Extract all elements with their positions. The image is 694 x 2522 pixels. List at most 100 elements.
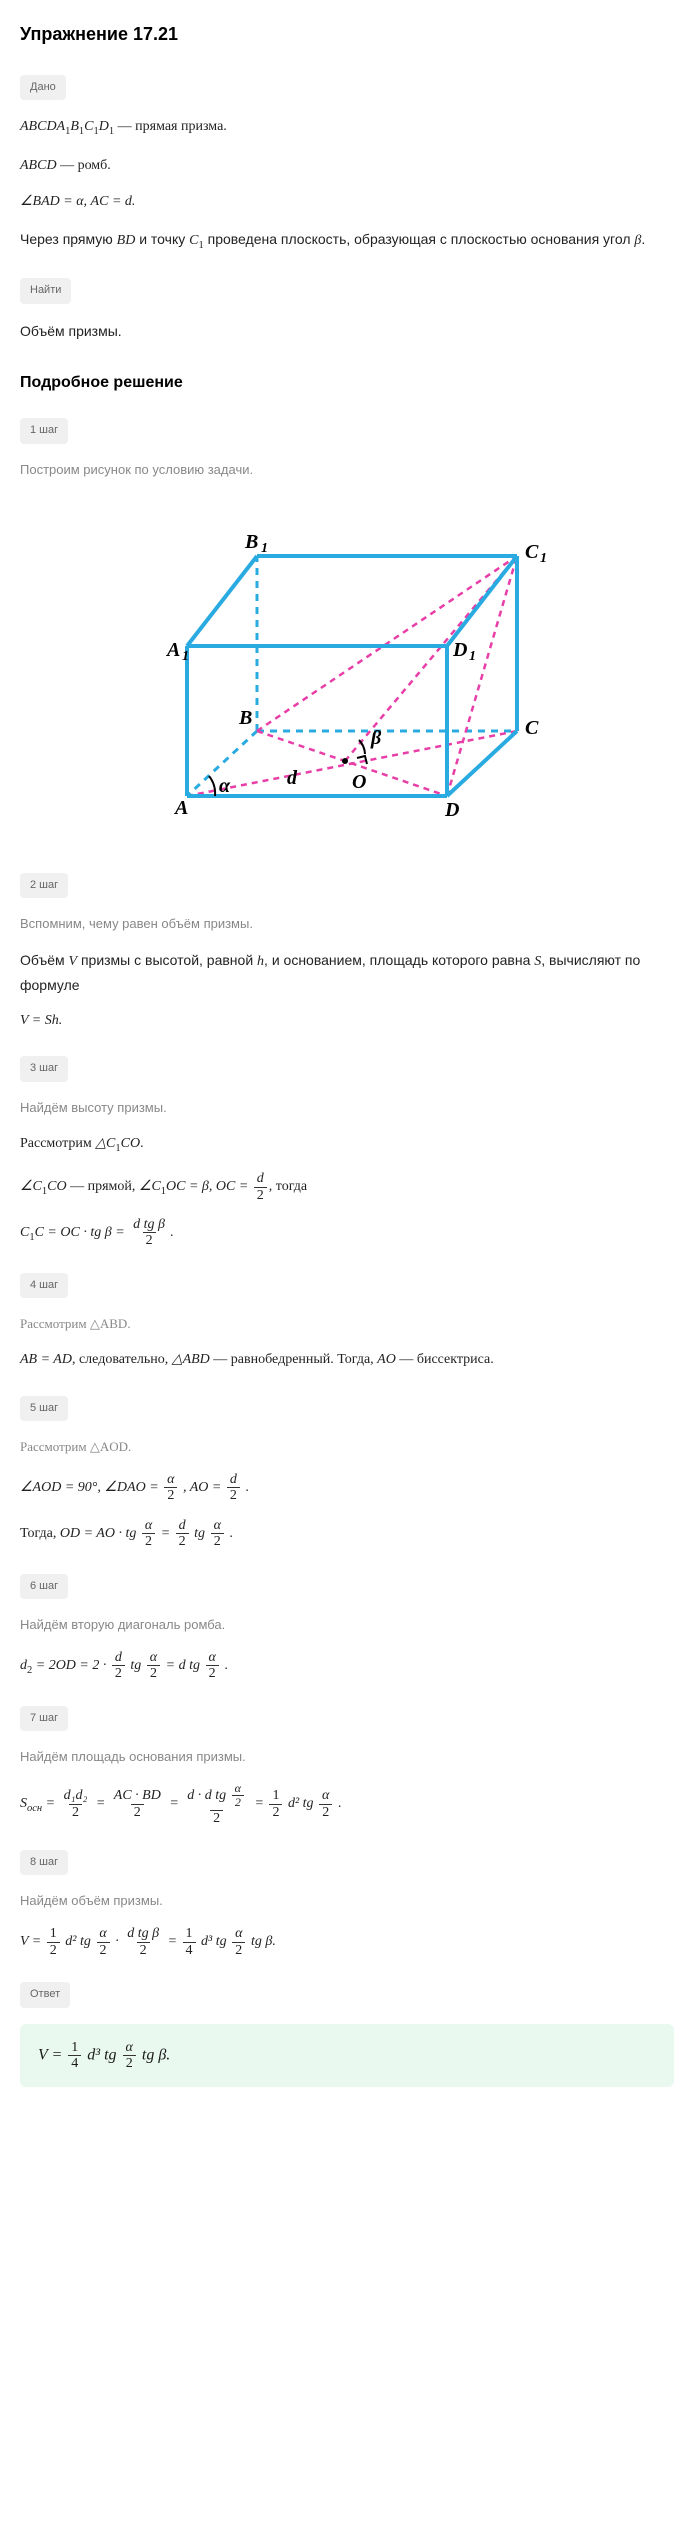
step8-p1: V = 12 d² tg α2 · d tg β2 = 14 d³ tg α2 … <box>20 1926 674 1958</box>
t: α <box>232 1782 244 1795</box>
t: 2 <box>319 1804 332 1820</box>
tag-step1: 1 шаг <box>20 418 68 444</box>
t: V = <box>20 1934 45 1949</box>
t: — биссектриса. <box>396 1352 494 1367</box>
t: — прямой, <box>67 1179 139 1194</box>
tag-step7: 7 шаг <box>20 1706 68 1732</box>
t: 2 <box>232 1795 244 1809</box>
t: 2 <box>47 1942 60 1958</box>
t: 2 <box>269 1804 282 1820</box>
t: = <box>168 1934 181 1949</box>
t: проведена плоскость, образующая с плоско… <box>204 231 635 247</box>
t: = <box>42 1796 58 1811</box>
t: , AO = <box>183 1480 225 1495</box>
t: Рассмотрим <box>20 1136 95 1151</box>
t: , тогда <box>269 1179 307 1194</box>
t: — равнобедренный. Тогда, <box>210 1352 377 1367</box>
t: OD = AO · tg <box>60 1526 140 1541</box>
step7-caption: Найдём площадь основания призмы. <box>20 1747 674 1768</box>
t: 1 <box>68 2040 81 2055</box>
t: V = <box>38 2046 66 2063</box>
find-text: Объём призмы. <box>20 320 674 342</box>
lbl-C1: C <box>525 541 539 563</box>
t: , и основанием, площадь которого равна <box>264 952 534 968</box>
t: 2 <box>112 1665 125 1681</box>
t: tg β. <box>142 2046 170 2063</box>
t: 1 <box>47 1926 60 1941</box>
t: tg <box>194 1526 208 1541</box>
t: OC = β, OC = <box>166 1179 252 1194</box>
t: h <box>257 954 264 969</box>
step4-caption: Рассмотрим △ABD. <box>20 1314 674 1335</box>
t: D <box>99 119 109 134</box>
t: = <box>96 1796 109 1811</box>
t: 2 <box>131 1804 144 1820</box>
t: △ABD <box>172 1352 210 1367</box>
step3-p2: ∠C1CO — прямой, ∠C1OC = β, OC = d2, тогд… <box>20 1171 674 1203</box>
lbl-D: D <box>444 799 459 821</box>
tag-step4: 4 шаг <box>20 1273 68 1299</box>
t: — ромб. <box>57 158 111 173</box>
t: · <box>115 1934 122 1949</box>
tag-step3: 3 шаг <box>20 1056 68 1082</box>
t: 2 <box>69 1804 82 1820</box>
step7-p1: Sосн = d₁d₂2 = AC · BD2 = d · d tg α2 2 … <box>20 1782 674 1826</box>
t: Объём <box>20 952 69 968</box>
t: = <box>169 1796 182 1811</box>
t: . <box>170 1225 174 1240</box>
t: d tg β <box>130 1217 168 1232</box>
t: 4 <box>68 2055 81 2071</box>
t: и точку <box>135 231 189 247</box>
step5-p2: Тогда, OD = AO · tg α2 = d2 tg α2 . <box>20 1518 674 1550</box>
given-line-3: ∠BAD = α, AC = d. <box>20 191 674 213</box>
tag-step5: 5 шаг <box>20 1396 68 1422</box>
t: ∠AOD = 90°, ∠DAO = <box>20 1480 162 1495</box>
t: 2 <box>147 1665 160 1681</box>
t: d² tg <box>65 1934 94 1949</box>
tag-step6: 6 шаг <box>20 1574 68 1600</box>
t: AO <box>377 1352 396 1367</box>
t: 4 <box>183 1942 196 1958</box>
step2-eq: V = Sh. <box>20 1010 674 1032</box>
tag-step8: 8 шаг <box>20 1850 68 1876</box>
t: 2 <box>123 2055 136 2071</box>
step6-p1: d2 = 2OD = 2 · d2 tg α2 = d tg α2 . <box>20 1650 674 1682</box>
t: C <box>20 1225 29 1240</box>
t: d <box>112 1650 125 1665</box>
t: tg β. <box>251 1934 276 1949</box>
t: AC · BD <box>111 1788 164 1803</box>
lbl-A1: A <box>165 639 180 661</box>
step3-p1: Рассмотрим △C1CO. <box>20 1133 674 1158</box>
t: α <box>123 2040 136 2055</box>
exercise-title: Упражнение 17.21 <box>20 20 674 49</box>
t: = d tg <box>166 1658 204 1673</box>
t: , следовательно, <box>72 1352 172 1367</box>
t: d · d tg <box>187 1788 229 1803</box>
step3-caption: Найдём высоту призмы. <box>20 1098 674 1119</box>
t: d₁d₂ <box>61 1788 91 1803</box>
t: 2 <box>227 1487 240 1503</box>
t: . <box>140 1136 144 1151</box>
t: 2 <box>97 1942 110 1958</box>
t: 1 <box>183 1926 196 1941</box>
t: 2 <box>206 1665 219 1681</box>
step6-caption: Найдём вторую диагональ ромба. <box>20 1615 674 1636</box>
t: 1 <box>269 1788 282 1803</box>
step2-caption: Вспомним, чему равен объём призмы. <box>20 914 674 935</box>
t: α <box>211 1518 224 1533</box>
solution-title: Подробное решение <box>20 370 674 396</box>
t: d <box>227 1472 240 1487</box>
lbl-C: C <box>525 717 539 739</box>
t: α <box>147 1650 160 1665</box>
t: d <box>176 1518 189 1533</box>
t: B <box>70 119 79 134</box>
t: 2 <box>176 1533 189 1549</box>
lbl-A: A <box>173 797 188 819</box>
t: Через прямую <box>20 231 117 247</box>
t: d <box>20 1658 27 1673</box>
step5-caption: Рассмотрим △AOD. <box>20 1437 674 1458</box>
step8-caption: Найдём объём призмы. <box>20 1891 674 1912</box>
step5-p1: ∠AOD = 90°, ∠DAO = α2 , AO = d2 . <box>20 1472 674 1504</box>
lbl-beta: β <box>370 727 382 749</box>
t: d tg β <box>124 1926 162 1941</box>
